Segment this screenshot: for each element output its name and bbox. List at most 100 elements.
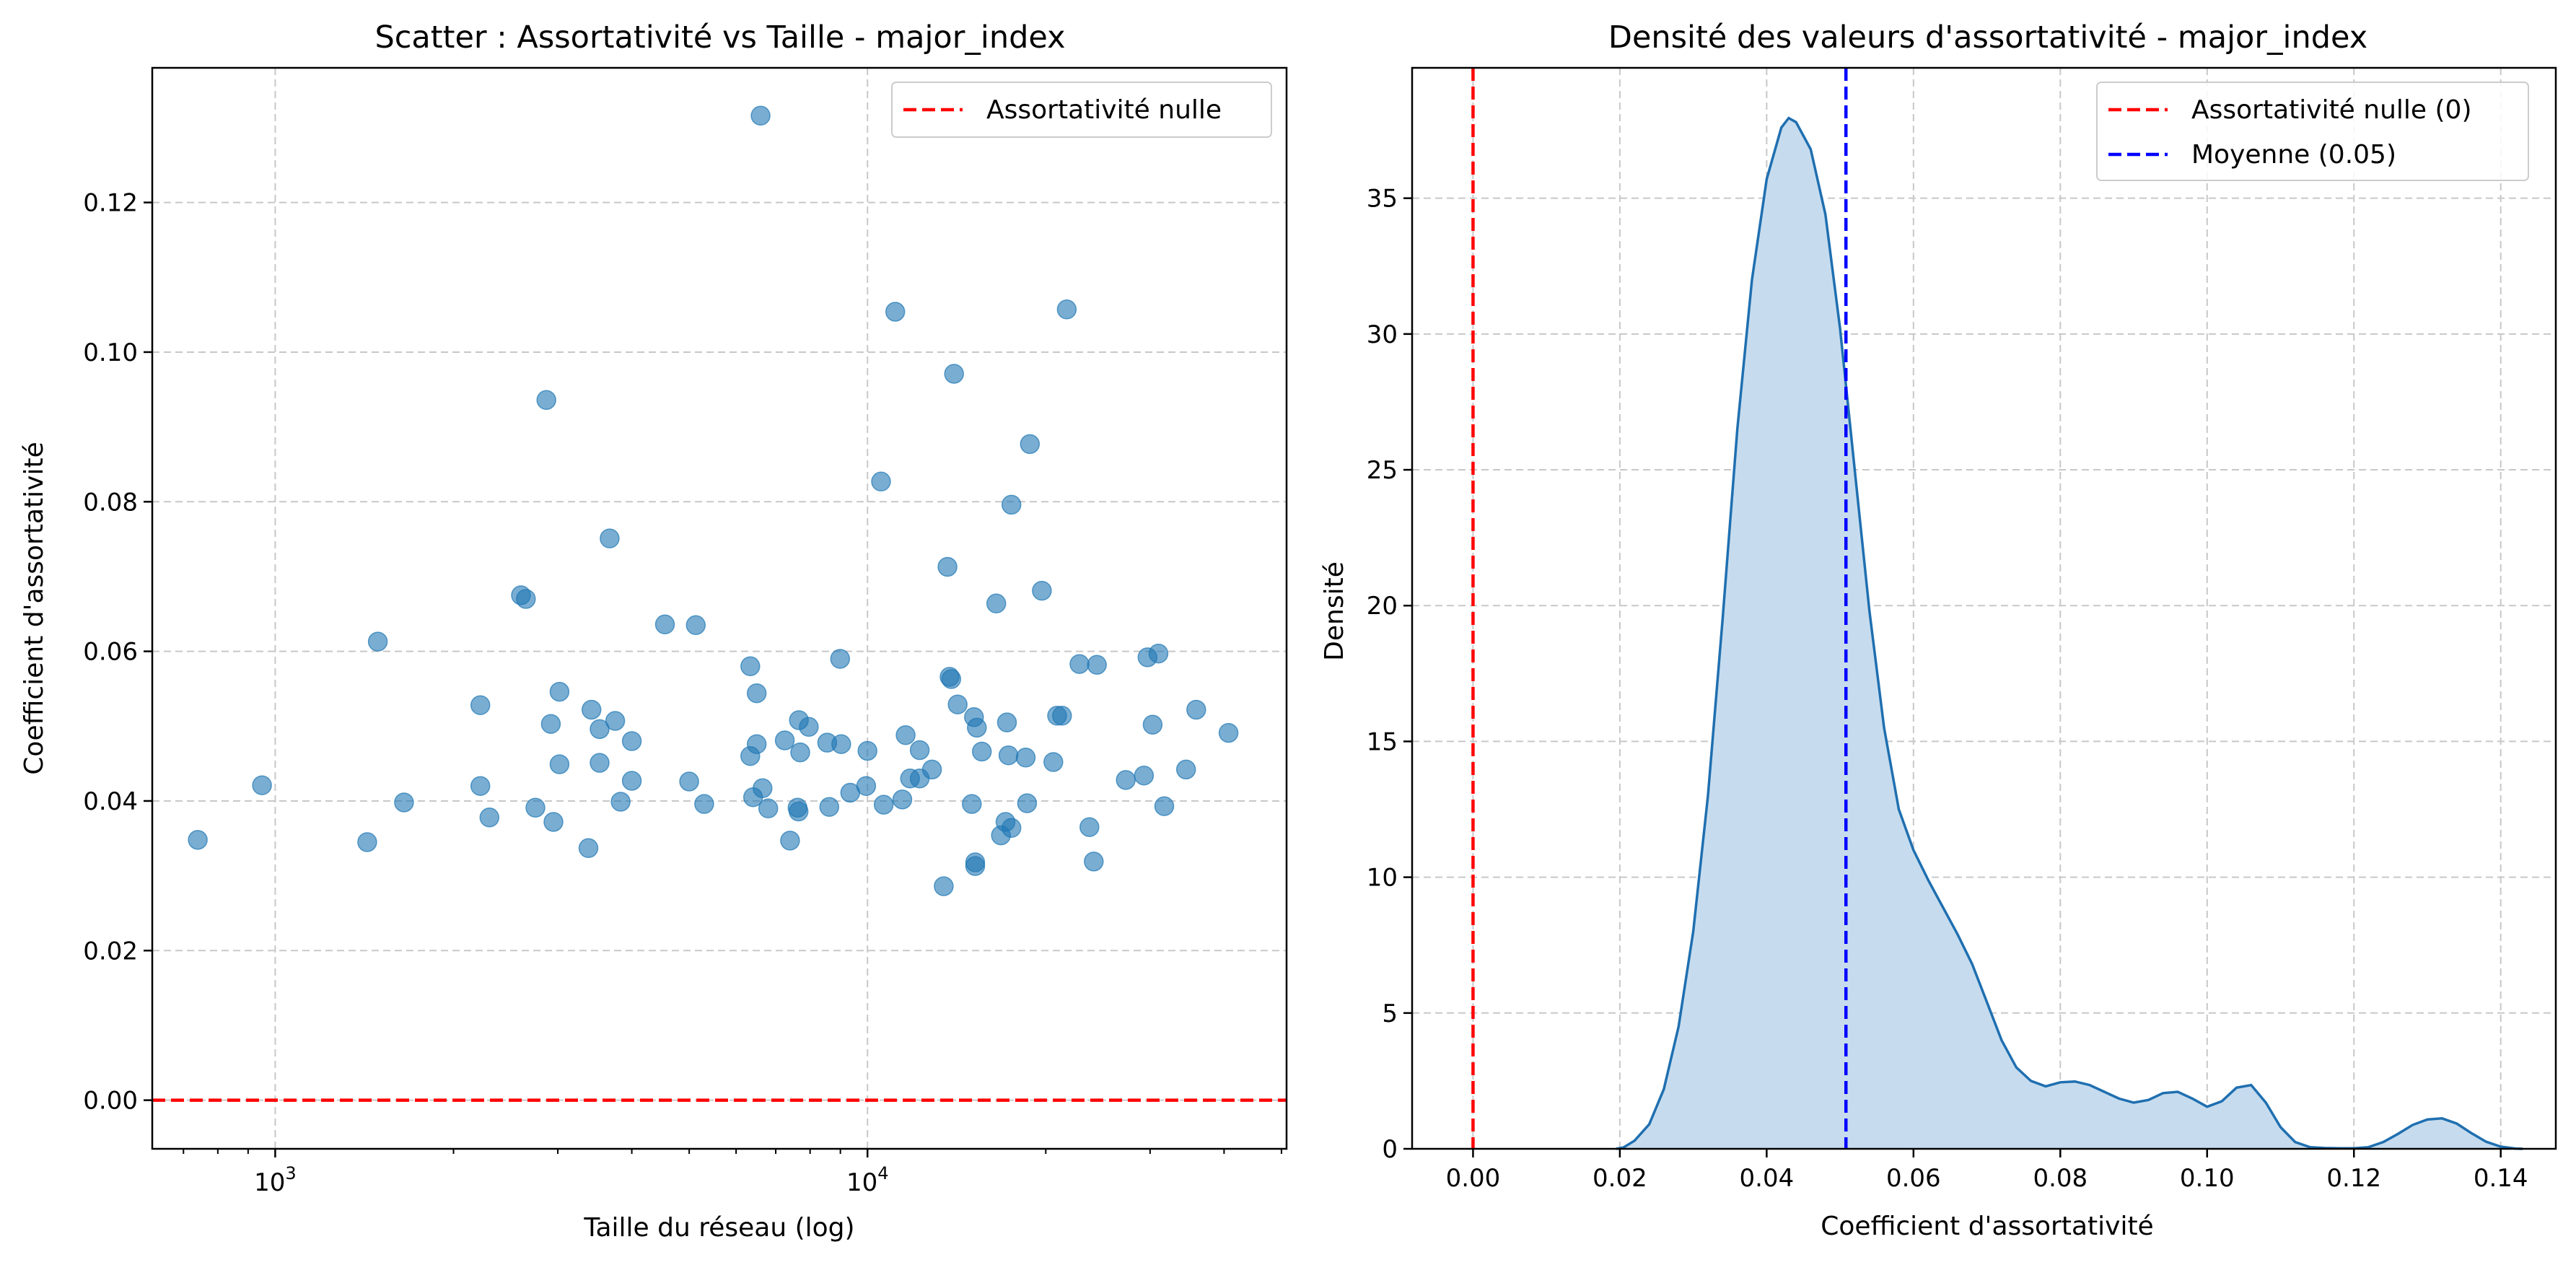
scatter-point (1084, 852, 1104, 872)
scatter-ytick-label: 0.08 (83, 488, 138, 517)
scatter-legend-box (891, 82, 1272, 138)
scatter-point (1015, 748, 1036, 768)
scatter-point (1087, 655, 1107, 675)
density-ytick-label: 35 (1367, 185, 1398, 214)
scatter-point (971, 741, 992, 762)
density-xtick-label: 0.10 (2180, 1164, 2235, 1193)
scatter-point (758, 798, 779, 819)
scatter-ylabel: Coefficient d'assortativité (19, 442, 49, 774)
density-panel: Densité des valeurs d'assortativité - ma… (1320, 19, 2557, 1241)
scatter-point (1218, 722, 1239, 743)
scatter-legend-label: Assortativité nulle (986, 95, 1222, 125)
density-ytick-label: 20 (1367, 592, 1398, 621)
scatter-point (654, 614, 675, 635)
scatter-ytick-label: 0.00 (83, 1087, 138, 1116)
density-xtick-label: 0.08 (2033, 1164, 2087, 1193)
density-area (1616, 118, 2523, 1150)
scatter-point (1032, 580, 1052, 601)
scatter-point (525, 797, 546, 818)
scatter-point (694, 794, 714, 814)
scatter-point (188, 830, 208, 850)
scatter-point (774, 730, 795, 750)
scatter-point (679, 771, 699, 792)
scatter-point (873, 795, 894, 815)
density-xtick-label: 0.12 (2326, 1164, 2381, 1193)
density-grid (1412, 68, 2556, 1150)
scatter-point (1154, 796, 1175, 816)
density-legend-box (2096, 82, 2529, 181)
density-xtick-label: 0.04 (1740, 1164, 1795, 1193)
scatter-point (1052, 706, 1072, 726)
scatter-point (965, 856, 986, 876)
scatter-point (799, 717, 819, 737)
scatter-title: Scatter : Assortativité vs Taille - majo… (374, 19, 1065, 56)
scatter-point (962, 794, 982, 814)
density-legend: Assortativité nulle (0) Moyenne (0.05) (2096, 82, 2529, 181)
scatter-point (1148, 643, 1169, 664)
density-ytick-label: 25 (1367, 456, 1398, 485)
scatter-point (856, 776, 877, 796)
scatter-point (947, 694, 968, 714)
density-ytick-label: 15 (1367, 727, 1398, 756)
scatter-point (590, 719, 610, 740)
scatter-ytick-label: 0.04 (83, 787, 138, 816)
scatter-point (581, 699, 602, 720)
scatter-point (549, 754, 570, 774)
scatter-point (790, 742, 810, 763)
scatter-point (252, 775, 272, 795)
scatter-point (357, 832, 377, 852)
scatter-point (819, 797, 840, 817)
scatter-ytick-label: 0.12 (83, 189, 138, 218)
density-xlabel: Coefficient d'assortativité (1821, 1212, 2153, 1241)
density-xtick-label: 0.14 (2474, 1164, 2528, 1193)
density-ticks: 0 5 10 15 20 25 30 35 0.00 0.02 0.04 0.06 0.08 0.10 0.… (1367, 185, 2528, 1193)
scatter-point (885, 302, 906, 322)
scatter-xtick-label: 103 (254, 1163, 297, 1197)
scatter-point (600, 528, 620, 548)
scatter-point (1001, 494, 1022, 515)
scatter-point (1186, 699, 1206, 720)
scatter-point (1017, 793, 1038, 813)
density-ytick-label: 10 (1367, 864, 1398, 893)
scatter-point (967, 717, 987, 738)
scatter-ytick-label: 0.10 (83, 338, 138, 367)
scatter-point (470, 695, 491, 715)
scatter-point (1134, 765, 1155, 786)
scatter-point (830, 649, 851, 669)
scatter-point (746, 734, 767, 754)
scatter-panel: Scatter : Assortativité vs Taille - majo… (19, 19, 1288, 1243)
scatter-point (1056, 299, 1077, 320)
scatter-point (621, 731, 642, 751)
scatter-xtick-exponent: 3 (285, 1163, 296, 1183)
scatter-xtick-exponent: 4 (877, 1163, 888, 1183)
scatter-point (909, 740, 930, 761)
scatter-point (543, 812, 564, 832)
scatter-point (753, 778, 773, 799)
scatter-point (1175, 759, 1196, 780)
scatter-point (1116, 770, 1136, 790)
scatter-point (892, 789, 913, 810)
scatter-legend: Assortativité nulle (891, 82, 1272, 138)
scatter-point (578, 838, 599, 859)
scatter-points (188, 105, 1239, 896)
scatter-point (941, 669, 962, 689)
scatter-plot-frame (151, 66, 1288, 1150)
scatter-point (895, 725, 916, 745)
density-xtick-label: 0.02 (1593, 1164, 1647, 1193)
scatter-point (986, 593, 1007, 614)
scatter-point (685, 615, 706, 636)
scatter-point (394, 792, 414, 813)
density-ytick-label: 30 (1367, 320, 1398, 349)
scatter-point (1043, 752, 1064, 772)
scatter-point (934, 876, 954, 896)
scatter-point (921, 759, 942, 780)
scatter-point (871, 471, 891, 492)
scatter-point (1079, 817, 1100, 837)
scatter-grid (152, 68, 1287, 1149)
scatter-xlabel: Taille du réseau (log) (583, 1213, 854, 1243)
scatter-point (470, 776, 491, 796)
scatter-point (831, 734, 851, 754)
density-plot-frame (1411, 66, 2557, 1150)
